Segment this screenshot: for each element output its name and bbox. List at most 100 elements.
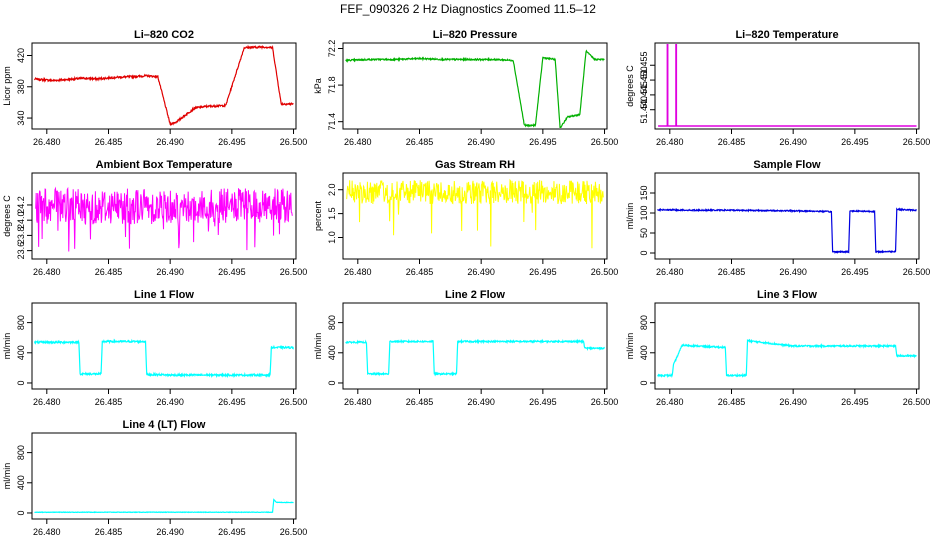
panel-title: Line 1 Flow: [134, 289, 194, 301]
x-tick-label: 26.490: [779, 397, 807, 407]
y-tick-label: 400: [639, 345, 649, 360]
y-axis-label: ml/min: [2, 333, 12, 360]
x-tick-label: 26.495: [218, 397, 246, 407]
x-tick-label: 26.500: [591, 397, 619, 407]
x-tick-label: 26.500: [903, 397, 931, 407]
y-tick-label: 1.5: [327, 207, 337, 220]
x-tick-label: 26.495: [218, 137, 246, 147]
x-tick-label: 26.485: [95, 527, 123, 537]
y-tick-label: 71.4: [327, 113, 337, 131]
y-axis-label: kPa: [313, 78, 323, 94]
panel-title: Ambient Box Temperature: [96, 159, 233, 171]
figure-title: FEF_090326 2 Hz Diagnostics Zoomed 11.5–…: [340, 2, 596, 16]
y-tick-label: 380: [16, 79, 26, 94]
y-tick-label: 800: [16, 315, 26, 330]
x-tick-label: 26.500: [280, 137, 308, 147]
plot-frame: [31, 302, 297, 390]
y-tick-label: 24.0: [16, 211, 26, 229]
y-axis-label: ml/min: [625, 333, 635, 360]
chart-panel-p10: Line 4 (LT) Flow 26.480 26.485 26.490 26.495…: [2, 419, 307, 537]
x-tick-label: 26.485: [95, 267, 123, 277]
x-tick-label: 26.480: [344, 267, 372, 277]
x-tick-label: 26.485: [718, 267, 746, 277]
series-line: [658, 44, 917, 127]
x-tick-label: 26.480: [344, 137, 372, 147]
x-tick-label: 26.500: [903, 267, 931, 277]
panel-title: Line 4 (LT) Flow: [123, 419, 206, 431]
x-tick-label: 26.495: [218, 267, 246, 277]
x-tick-label: 26.480: [33, 137, 61, 147]
y-tick-label: 51.445: [639, 81, 649, 109]
panel-title: Li–820 Pressure: [433, 29, 517, 41]
y-tick-label: 340: [16, 111, 26, 126]
x-tick-label: 26.490: [779, 267, 807, 277]
x-tick-label: 26.485: [406, 137, 434, 147]
x-tick-label: 26.495: [841, 267, 869, 277]
series-line: [346, 178, 604, 249]
x-tick-label: 26.500: [591, 137, 619, 147]
plot-frame: [654, 42, 920, 130]
y-axis-label: ml/min: [2, 463, 12, 490]
x-tick-label: 26.500: [591, 267, 619, 277]
chart-panel-p8: Line 2 Flow 26.480 26.485 26.490 26.495 26.50…: [313, 289, 618, 407]
x-tick-label: 26.495: [529, 397, 557, 407]
plot-frame: [31, 172, 297, 260]
plot-frame: [31, 432, 297, 520]
y-tick-label: 800: [327, 315, 337, 330]
series-line: [33, 44, 294, 127]
chart-panel-p1: Li–820 CO2 26.480 26.485 26.490 26.495 26.500…: [2, 29, 307, 147]
x-tick-label: 26.490: [156, 137, 184, 147]
y-axis-label: Licor ppm: [2, 66, 12, 106]
x-tick-label: 26.500: [280, 527, 308, 537]
series-line: [34, 498, 294, 514]
y-tick-label: 71.8: [327, 76, 337, 94]
x-tick-label: 26.485: [718, 137, 746, 147]
x-tick-label: 26.485: [406, 397, 434, 407]
chart-panel-p3: Li–820 Temperature 26.480 26.485 26.490 26.4…: [625, 29, 930, 147]
y-tick-label: 72.2: [327, 40, 337, 58]
y-tick-label: 24.2: [16, 196, 26, 214]
y-tick-label: 0: [327, 380, 337, 385]
y-tick-label: 1.0: [327, 231, 337, 244]
chart-panel-p7: Line 1 Flow 26.480 26.485 26.490 26.495 26.50…: [2, 289, 307, 407]
chart-panel-p4: Ambient Box Temperature 26.480 26.485 26.49…: [2, 159, 307, 277]
y-axis-label: degrees C: [625, 65, 635, 107]
x-tick-label: 26.500: [903, 137, 931, 147]
x-tick-label: 26.490: [467, 397, 495, 407]
y-tick-label: 51.450: [639, 66, 649, 94]
x-tick-label: 26.485: [95, 137, 123, 147]
x-tick-label: 26.480: [656, 267, 684, 277]
x-tick-label: 26.495: [529, 137, 557, 147]
x-tick-label: 26.480: [33, 397, 61, 407]
x-tick-label: 26.500: [280, 397, 308, 407]
plot-frame: [342, 42, 608, 130]
chart-panel-p5: Gas Stream RH 26.480 26.485 26.490 26.495 26.…: [313, 159, 618, 277]
y-tick-label: 400: [327, 345, 337, 360]
x-tick-label: 26.480: [656, 137, 684, 147]
y-tick-label: 0: [16, 380, 26, 385]
chart-panel-p2: Li–820 Pressure 26.480 26.485 26.490 26.495 2…: [313, 29, 618, 147]
y-tick-label: 51.440: [639, 96, 649, 124]
series-line: [33, 338, 295, 379]
x-tick-label: 26.480: [33, 267, 61, 277]
y-tick-label: 150: [639, 185, 649, 200]
x-tick-label: 26.495: [841, 397, 869, 407]
y-tick-label: 2.0: [327, 183, 337, 196]
x-tick-label: 26.490: [467, 267, 495, 277]
x-tick-label: 26.495: [841, 137, 869, 147]
plot-frame: [654, 172, 920, 260]
y-tick-label: 0: [16, 510, 26, 515]
plot-frame: [342, 172, 608, 260]
x-tick-label: 26.485: [718, 397, 746, 407]
y-axis-label: degrees C: [2, 195, 12, 237]
x-tick-label: 26.480: [656, 397, 684, 407]
x-tick-label: 26.485: [95, 397, 123, 407]
y-tick-label: 100: [639, 205, 649, 220]
panel-title: Li–820 CO2: [134, 29, 194, 41]
panel-title: Line 3 Flow: [757, 289, 817, 301]
y-tick-label: 50: [639, 228, 649, 238]
y-tick-label: 400: [16, 475, 26, 490]
x-tick-label: 26.490: [156, 527, 184, 537]
panel-title: Sample Flow: [753, 159, 821, 171]
